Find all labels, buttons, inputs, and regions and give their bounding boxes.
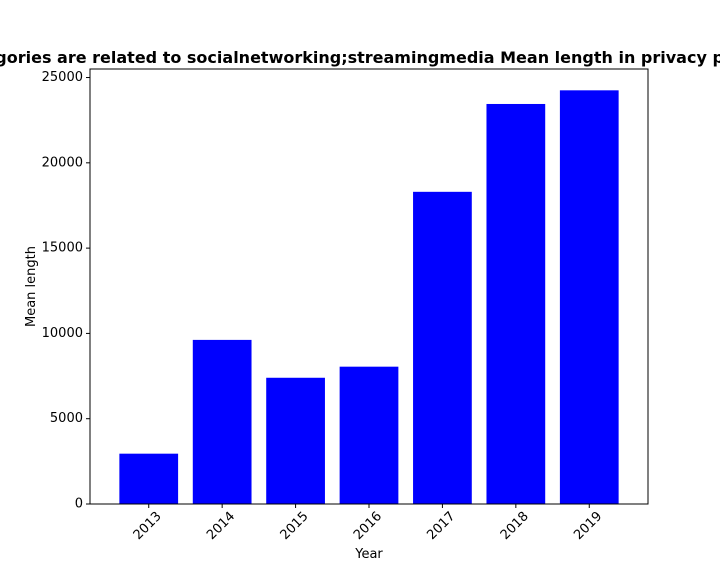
bar-2017 — [413, 191, 472, 504]
y-tick-label-25000: 25000 — [42, 70, 83, 85]
x-tick-label-2019: 2019 — [571, 509, 605, 543]
bar-2013 — [119, 453, 179, 504]
bar-2015 — [266, 377, 325, 504]
y-axis: 0 5000 10000 15000 20000 25000 — [42, 70, 90, 512]
y-tick-label-10000: 10000 — [42, 326, 83, 341]
chart-title: Categories are related to socialnetworki… — [0, 48, 720, 67]
x-tick-label-2013: 2013 — [131, 509, 165, 543]
bar-2014 — [192, 339, 252, 504]
bar-2019 — [559, 90, 619, 504]
y-tick-label-5000: 5000 — [50, 411, 83, 426]
x-tick-label-2014: 2014 — [204, 509, 238, 543]
plot-frame — [89, 68, 649, 505]
y-tick-label-20000: 20000 — [42, 155, 83, 170]
bar-2016 — [339, 366, 399, 504]
x-axis: 2013 2014 2015 2016 2017 2018 2019 — [131, 504, 605, 543]
x-tick-label-2016: 2016 — [351, 509, 385, 543]
y-tick-label-15000: 15000 — [42, 241, 83, 256]
x-axis-label: Year — [354, 547, 383, 562]
y-tick-label-0: 0 — [75, 497, 83, 512]
x-tick-label-2018: 2018 — [498, 509, 532, 543]
bars-group — [119, 90, 619, 505]
x-tick-label-2017: 2017 — [424, 509, 458, 543]
x-tick-label-2015: 2015 — [278, 509, 312, 543]
y-axis-label: Mean length — [24, 246, 39, 327]
bar-2018 — [486, 103, 546, 505]
